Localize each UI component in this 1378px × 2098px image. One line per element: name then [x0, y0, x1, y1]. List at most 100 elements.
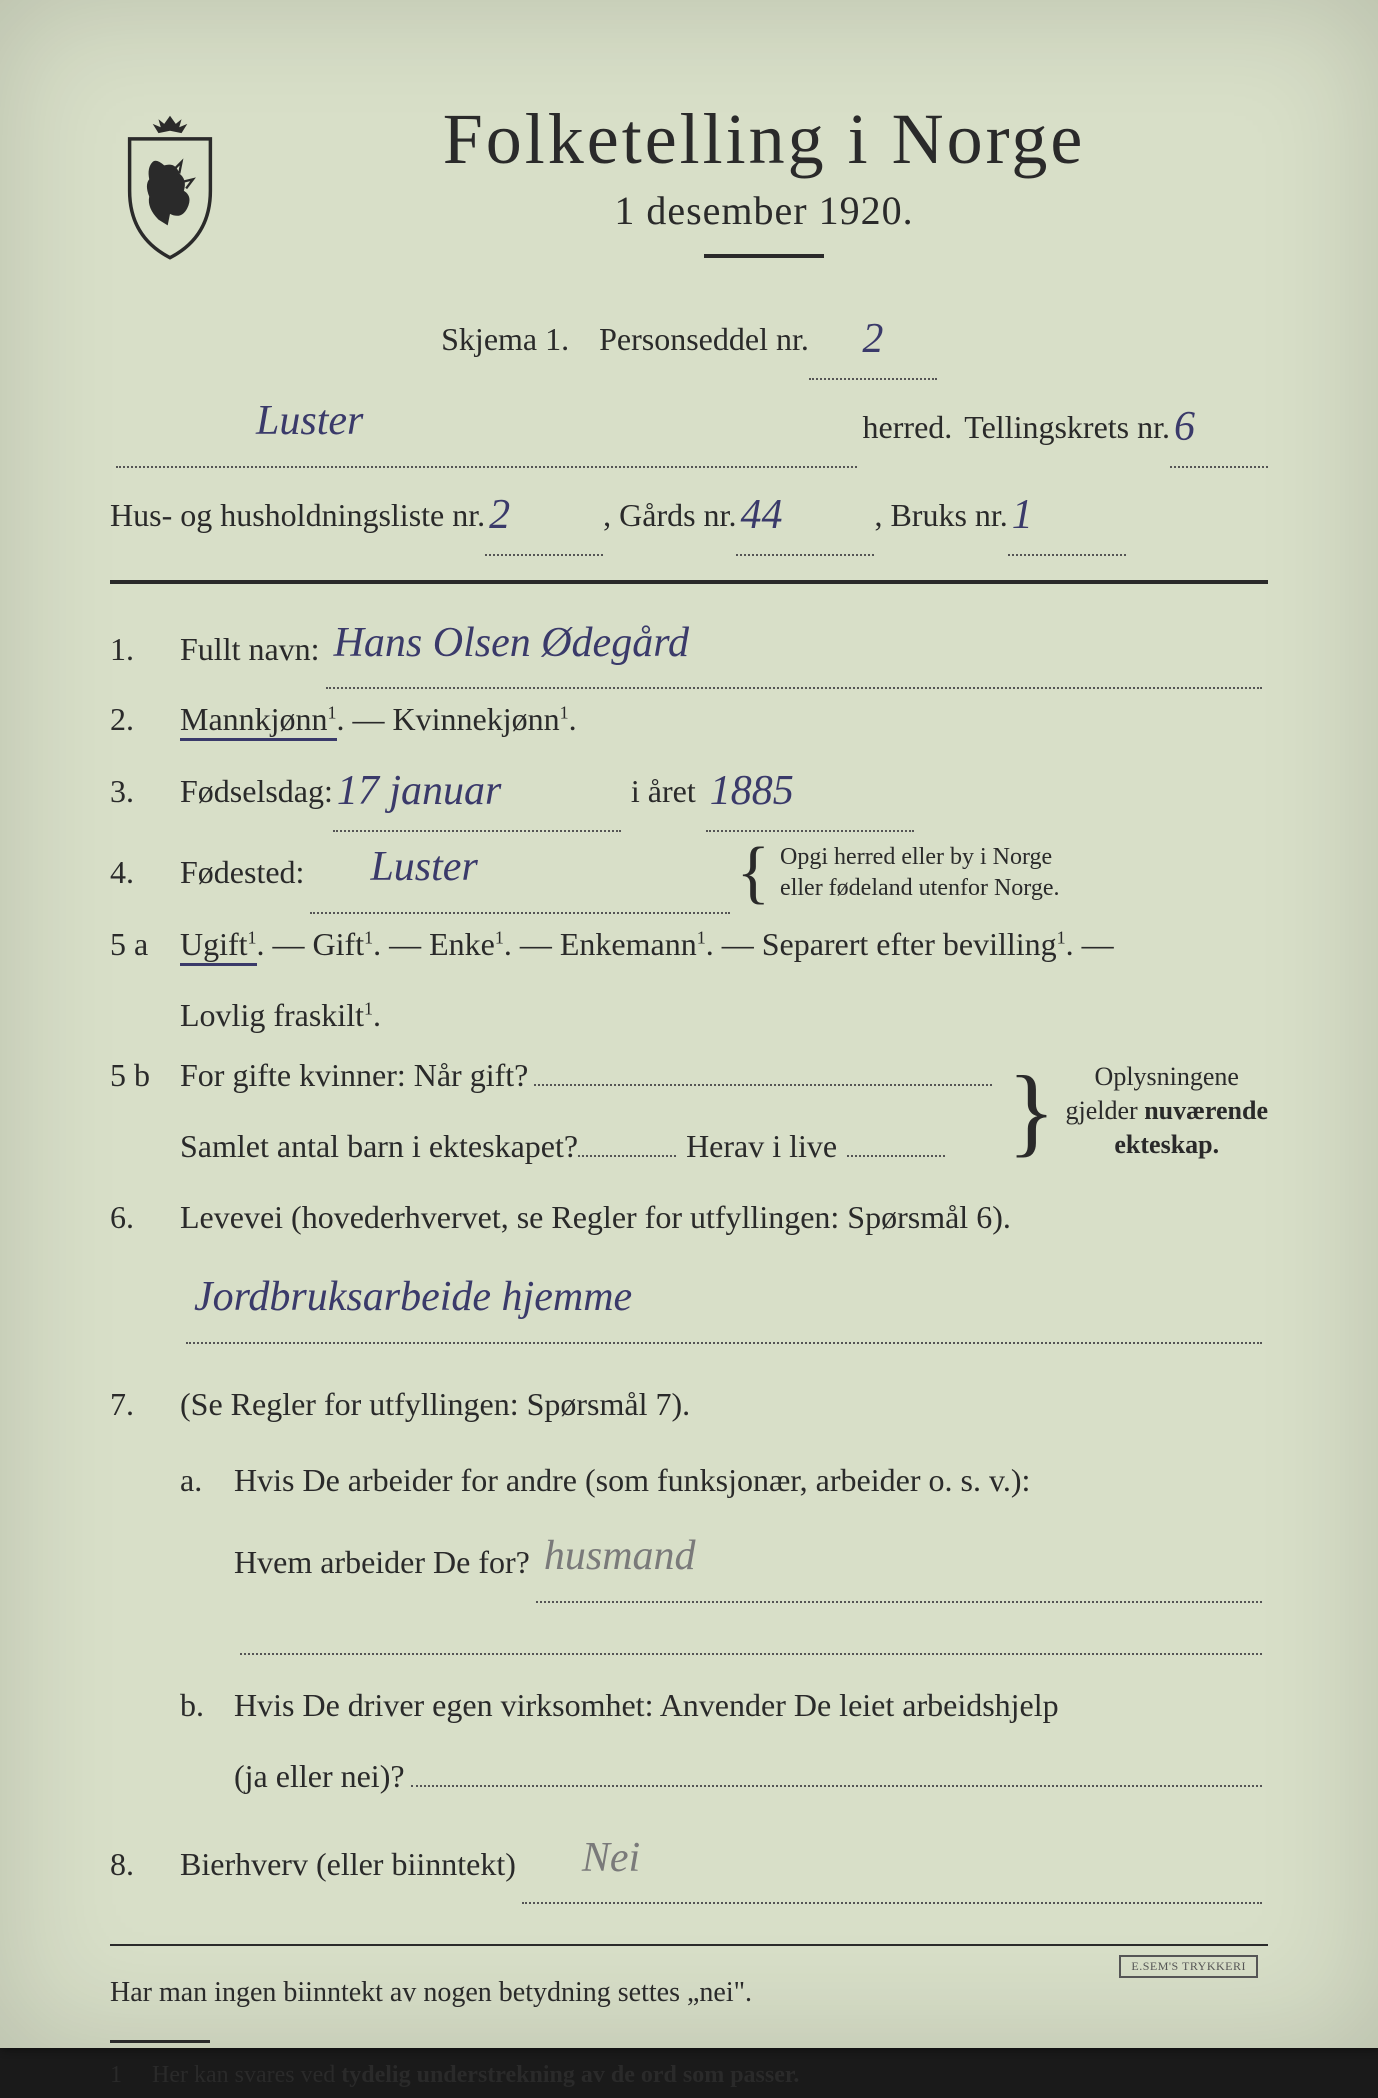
q4-num: 4.	[110, 842, 160, 903]
q6-field: Jordbruksarbeide hjemme	[186, 1262, 1262, 1344]
title-divider	[704, 254, 824, 258]
q4-note-2: eller fødeland utenfor Norge.	[780, 873, 1059, 904]
q6-row: 6. Levevei (hovederhvervet, se Regler fo…	[110, 1187, 1268, 1344]
q4-label: Fødested:	[180, 842, 304, 903]
q5b-live-field	[847, 1155, 945, 1157]
q3-num: 3.	[110, 761, 160, 822]
herred-line: Luster herred. Tellingskrets nr. 6	[110, 386, 1268, 468]
coat-of-arms-icon	[110, 110, 230, 260]
bruks-label: , Bruks nr.	[874, 485, 1007, 546]
q2-row: 2. Mannkjønn1. — Kvinnekjønn1.	[110, 689, 1268, 750]
q8-field: Nei	[522, 1823, 1262, 1905]
q5b-note: Oplysningene gjelder nuværende ekteskap.	[1066, 1060, 1268, 1161]
footnote-num: 1	[110, 2053, 122, 2098]
skjema-line: Skjema 1. Personseddel nr. 2	[110, 298, 1268, 380]
q2-male: Mannkjønn1	[180, 701, 337, 741]
q5a-fraskilt: Lovlig fraskilt	[180, 997, 364, 1033]
q3-row: 3. Fødselsdag: 17 januar i året 1885	[110, 750, 1268, 832]
q7a-letter: a.	[180, 1450, 220, 1511]
footnote-text: Her kan svares ved tydelig understreknin…	[152, 2053, 799, 2098]
q7-row: 7. (Se Regler for utfyllingen: Spørsmål …	[110, 1374, 1268, 1807]
q8-num: 8.	[110, 1834, 160, 1895]
q4-row: 4. Fødested: Luster { Opgi herred eller …	[110, 832, 1268, 914]
q2-female: Kvinnekjønn	[393, 701, 560, 737]
title-block: Folketelling i Norge 1 desember 1920.	[260, 100, 1268, 288]
form-body: Skjema 1. Personseddel nr. 2 Luster herr…	[110, 298, 1268, 2098]
q1-value: Hans Olsen Ødegård	[326, 620, 689, 666]
q3-day-field: 17 januar	[333, 750, 621, 832]
main-title: Folketelling i Norge	[260, 100, 1268, 179]
printer-stamp: E.SEM'S TRYKKERI	[1119, 1955, 1258, 1978]
q4-note: { Opgi herred eller by i Norge eller fød…	[736, 842, 1059, 904]
q6-value: Jordbruksarbeide hjemme	[186, 1274, 632, 1320]
q4-value: Luster	[310, 844, 477, 890]
personseddel-field: 2	[809, 298, 937, 380]
q5b-barn-field	[578, 1155, 676, 1157]
q5b-label2: Samlet antal barn i ekteskapet?	[180, 1116, 578, 1177]
q6-num: 6.	[110, 1187, 160, 1248]
q1-row: 1. Fullt navn: Hans Olsen Ødegård	[110, 608, 1268, 690]
header: Folketelling i Norge 1 desember 1920.	[110, 100, 1268, 288]
q8-value: Nei	[522, 1835, 640, 1881]
q3-year-field: 1885	[706, 750, 914, 832]
footnote-rule	[110, 2040, 210, 2043]
q3-year-value: 1885	[710, 768, 794, 814]
q3-day-value: 17 januar	[337, 768, 502, 814]
q7-label: (Se Regler for utfyllingen: Spørsmål 7).	[180, 1386, 690, 1422]
skjema-label: Skjema 1.	[441, 309, 569, 370]
husliste-value: 2	[489, 492, 510, 538]
q3-year-label: i året	[621, 761, 706, 822]
q2-num: 2.	[110, 689, 160, 750]
husliste-field: 2	[485, 474, 603, 556]
q2-sep: —	[353, 701, 393, 737]
q5b-num: 5 b	[110, 1045, 160, 1106]
q7b-letter: b.	[180, 1675, 220, 1736]
q7b-line2: (ja eller nei)?	[234, 1746, 405, 1807]
q5a-num: 5 a	[110, 914, 160, 975]
tellingskrets-value: 6	[1174, 404, 1195, 450]
q1-label: Fullt navn:	[180, 619, 320, 680]
q5b-label3: Herav i live	[676, 1116, 847, 1177]
footnote: 1 Her kan svares ved tydelig understrekn…	[110, 2053, 1268, 2098]
census-form-page: Folketelling i Norge 1 desember 1920. Sk…	[0, 0, 1378, 2048]
q5a-enke: Enke	[429, 926, 495, 962]
q1-num: 1.	[110, 619, 160, 680]
rule-2	[110, 1944, 1268, 1946]
q7b-field	[411, 1755, 1262, 1787]
personseddel-value: 2	[862, 316, 883, 362]
q7a-line1: Hvis De arbeider for andre (som funksjon…	[234, 1450, 1268, 1511]
tellingskrets-field: 6	[1170, 386, 1268, 468]
q3-label: Fødselsdag:	[180, 761, 333, 822]
tellingskrets-label: Tellingskrets nr.	[964, 397, 1170, 458]
herred-label: herred.	[863, 397, 953, 458]
q5a-enkemann: Enkemann	[560, 926, 697, 962]
gards-field: 44	[736, 474, 874, 556]
q7-num: 7.	[110, 1374, 160, 1435]
q4-note-1: Opgi herred eller by i Norge	[780, 842, 1059, 873]
footer-note: Har man ingen biinntekt av nogen betydni…	[110, 1966, 1268, 2019]
q5a-separert: Separert efter bevilling	[762, 926, 1057, 962]
herred-field: Luster	[116, 386, 857, 468]
q1-field: Hans Olsen Ødegård	[326, 608, 1262, 690]
q5a-ugift: Ugift1	[180, 926, 257, 966]
q7a-field: husmand	[536, 1521, 1262, 1603]
q5b-row: 5 b For gifte kvinner: Når gift? Samlet …	[110, 1045, 1268, 1177]
bruks-value: 1	[1012, 492, 1033, 538]
q7a-value: husmand	[536, 1533, 696, 1579]
husliste-line: Hus- og husholdningsliste nr. 2 , Gårds …	[110, 474, 1268, 556]
gards-value: 44	[740, 492, 782, 538]
q7b-line1: Hvis De driver egen virksomhet: Anvender…	[234, 1675, 1268, 1736]
q4-field: Luster	[310, 832, 730, 914]
subtitle: 1 desember 1920.	[260, 187, 1268, 234]
husliste-label: Hus- og husholdningsliste nr.	[110, 485, 485, 546]
q8-row: 8. Bierhverv (eller biinntekt) Nei	[110, 1823, 1268, 1905]
q6-label: Levevei (hovederhvervet, se Regler for u…	[180, 1199, 1011, 1235]
q5a-gift: Gift	[313, 926, 365, 962]
q7a-field-2	[240, 1623, 1262, 1655]
personseddel-label: Personseddel nr.	[599, 309, 809, 370]
herred-value: Luster	[116, 398, 363, 444]
q5b-gift-field	[534, 1054, 991, 1086]
gards-label: , Gårds nr.	[603, 485, 736, 546]
q5b-label1: For gifte kvinner: Når gift?	[180, 1045, 528, 1106]
q8-label: Bierhverv (eller biinntekt)	[180, 1834, 516, 1895]
